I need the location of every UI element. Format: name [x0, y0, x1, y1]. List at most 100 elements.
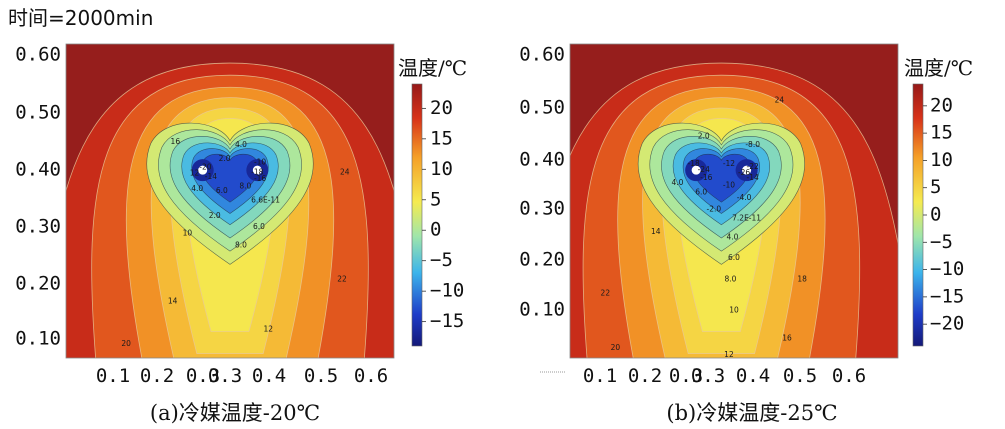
contour-label: 16: [782, 333, 792, 342]
x-tick-label: 0.2: [140, 365, 174, 387]
contour-label: 12: [724, 350, 734, 359]
y-tick-label: 0.50: [519, 97, 565, 119]
contour-label: 6.0: [728, 253, 740, 262]
x-tick-label: 0.1: [96, 365, 130, 387]
colorbar-tick-label: −15: [430, 310, 464, 332]
plot-frame: [569, 43, 899, 359]
contour-label: 8.0: [724, 275, 736, 284]
contour-label: -20: [199, 162, 211, 171]
y-tick-label: 0.20: [15, 273, 61, 295]
contour-label: 4.0: [672, 178, 684, 187]
contour-label: -24: [698, 165, 710, 174]
contour-label: 4.0: [191, 184, 203, 193]
pipe-marker: [252, 165, 262, 175]
colorbar-tick-label: 5: [930, 176, 941, 198]
x-tick-label: 0.3: [186, 365, 220, 387]
contour-label: -16: [700, 173, 712, 182]
colorbar-tick-label: −20: [930, 313, 964, 335]
y-tick-label: 0.50: [15, 102, 61, 124]
contour-label: -14: [205, 172, 217, 181]
x-tick-label: 0.4: [736, 365, 770, 387]
contour-label: 20: [611, 343, 621, 352]
contour-label: 18: [797, 275, 807, 284]
y-tick-label: 0.60: [519, 44, 565, 66]
contour-label: 4.0: [235, 140, 247, 149]
pipe-marker: [198, 165, 208, 175]
contour-label: 6.0: [253, 222, 265, 231]
pipe-marker: [691, 165, 701, 175]
contour-label: 24: [340, 167, 350, 176]
x-tick-label: 0.4: [252, 365, 286, 387]
colorbar-tick-label: −10: [430, 280, 464, 302]
contour-label: 12: [263, 324, 273, 333]
panel-caption: (b)冷媒温度-25℃: [666, 401, 837, 425]
colorbar-tick-label: 20: [930, 94, 953, 116]
x-tick-label: 0.3: [669, 365, 703, 387]
colorbar-tick-label: 0: [430, 219, 441, 241]
y-tick-label: 0.60: [15, 44, 61, 66]
y-tick-label: 0.30: [15, 216, 61, 238]
x-tick-label: 0.6: [354, 365, 388, 387]
y-tick-label: 0.40: [519, 149, 565, 171]
contour-label: -16: [254, 174, 266, 183]
x-tick-label: 0.3: [208, 365, 242, 387]
pipe-marker: [742, 165, 752, 175]
x-tick-label: 0.1: [583, 365, 617, 387]
x-tick-label: 0.5: [783, 365, 817, 387]
colorbar-tick-label: 10: [930, 149, 953, 171]
colorbar-tick-label: 0: [930, 204, 941, 226]
contour-label: 16: [171, 137, 181, 146]
contour-label: 12: [190, 169, 200, 178]
contour-label: 14: [651, 227, 661, 236]
plot-frame: [65, 43, 395, 359]
colorbar-tick-label: −15: [930, 285, 964, 307]
contour-label: 20: [121, 339, 131, 348]
panel-caption: (a)冷媒温度-20℃: [150, 401, 320, 425]
contour-label: -2.0: [706, 204, 721, 213]
contour-label: -26: [738, 168, 750, 177]
contour-label: 2.0: [698, 132, 710, 141]
y-tick-label: 0.30: [519, 198, 565, 220]
colorbar: [411, 83, 423, 347]
x-tick-label: 0.3: [691, 365, 725, 387]
colorbar-tick-label: −10: [930, 258, 964, 280]
colorbar-tick-label: 20: [430, 97, 453, 119]
contour-label: 14: [168, 296, 178, 305]
contour-label: 2.0: [209, 211, 221, 220]
contour-label: 10: [183, 229, 193, 238]
contour-label: 7.2E-11: [732, 213, 761, 222]
contour-label: 6.0: [216, 186, 228, 195]
x-tick-label: 0.5: [304, 365, 338, 387]
contour-label: 10: [729, 305, 739, 314]
colorbar: [912, 83, 924, 347]
colorbar-title: 温度/℃: [398, 56, 467, 80]
contour-label: 2.0: [219, 154, 231, 163]
colorbar-tick-label: 15: [930, 122, 953, 144]
x-tick-label: 0.6: [832, 365, 866, 387]
contour-label: 6.6E-11: [251, 195, 280, 204]
x-tick-label: 0.2: [628, 365, 662, 387]
heatmap-field: 24 2.0 -8.0 -18 -12 -22 -24 -26 -16 -14 4.0 -10 6.0 -…: [570, 44, 898, 359]
chart-panel-b: 24 2.0 -8.0 -18 -12 -22 -24 -26 -16 -14 4.0 -10 6.0 -…: [519, 44, 973, 426]
colorbar-tick-label: −5: [430, 249, 453, 271]
colorbar-tick-label: 5: [430, 188, 441, 210]
contour-label: 6.0: [695, 188, 707, 197]
contour-label: 24: [775, 96, 785, 105]
colorbar-tick-label: 10: [430, 158, 453, 180]
colorbar-tick-label: 15: [430, 127, 453, 149]
y-tick-label: 0.40: [15, 159, 61, 181]
contour-label: 8.0: [239, 181, 251, 190]
contour-label: -4.0: [737, 193, 752, 202]
contour-label: -12: [723, 159, 735, 168]
y-tick-label: 0.10: [15, 328, 61, 350]
contour-label: 8.0: [235, 240, 247, 249]
y-tick-label: 0.20: [519, 249, 565, 271]
y-tick-label: 0.10: [519, 299, 565, 321]
time-label: 时间=2000min: [8, 6, 154, 30]
contour-label: -22: [747, 162, 759, 171]
contour-label: -18: [688, 159, 700, 168]
colorbar-tick-label: −5: [930, 231, 953, 253]
